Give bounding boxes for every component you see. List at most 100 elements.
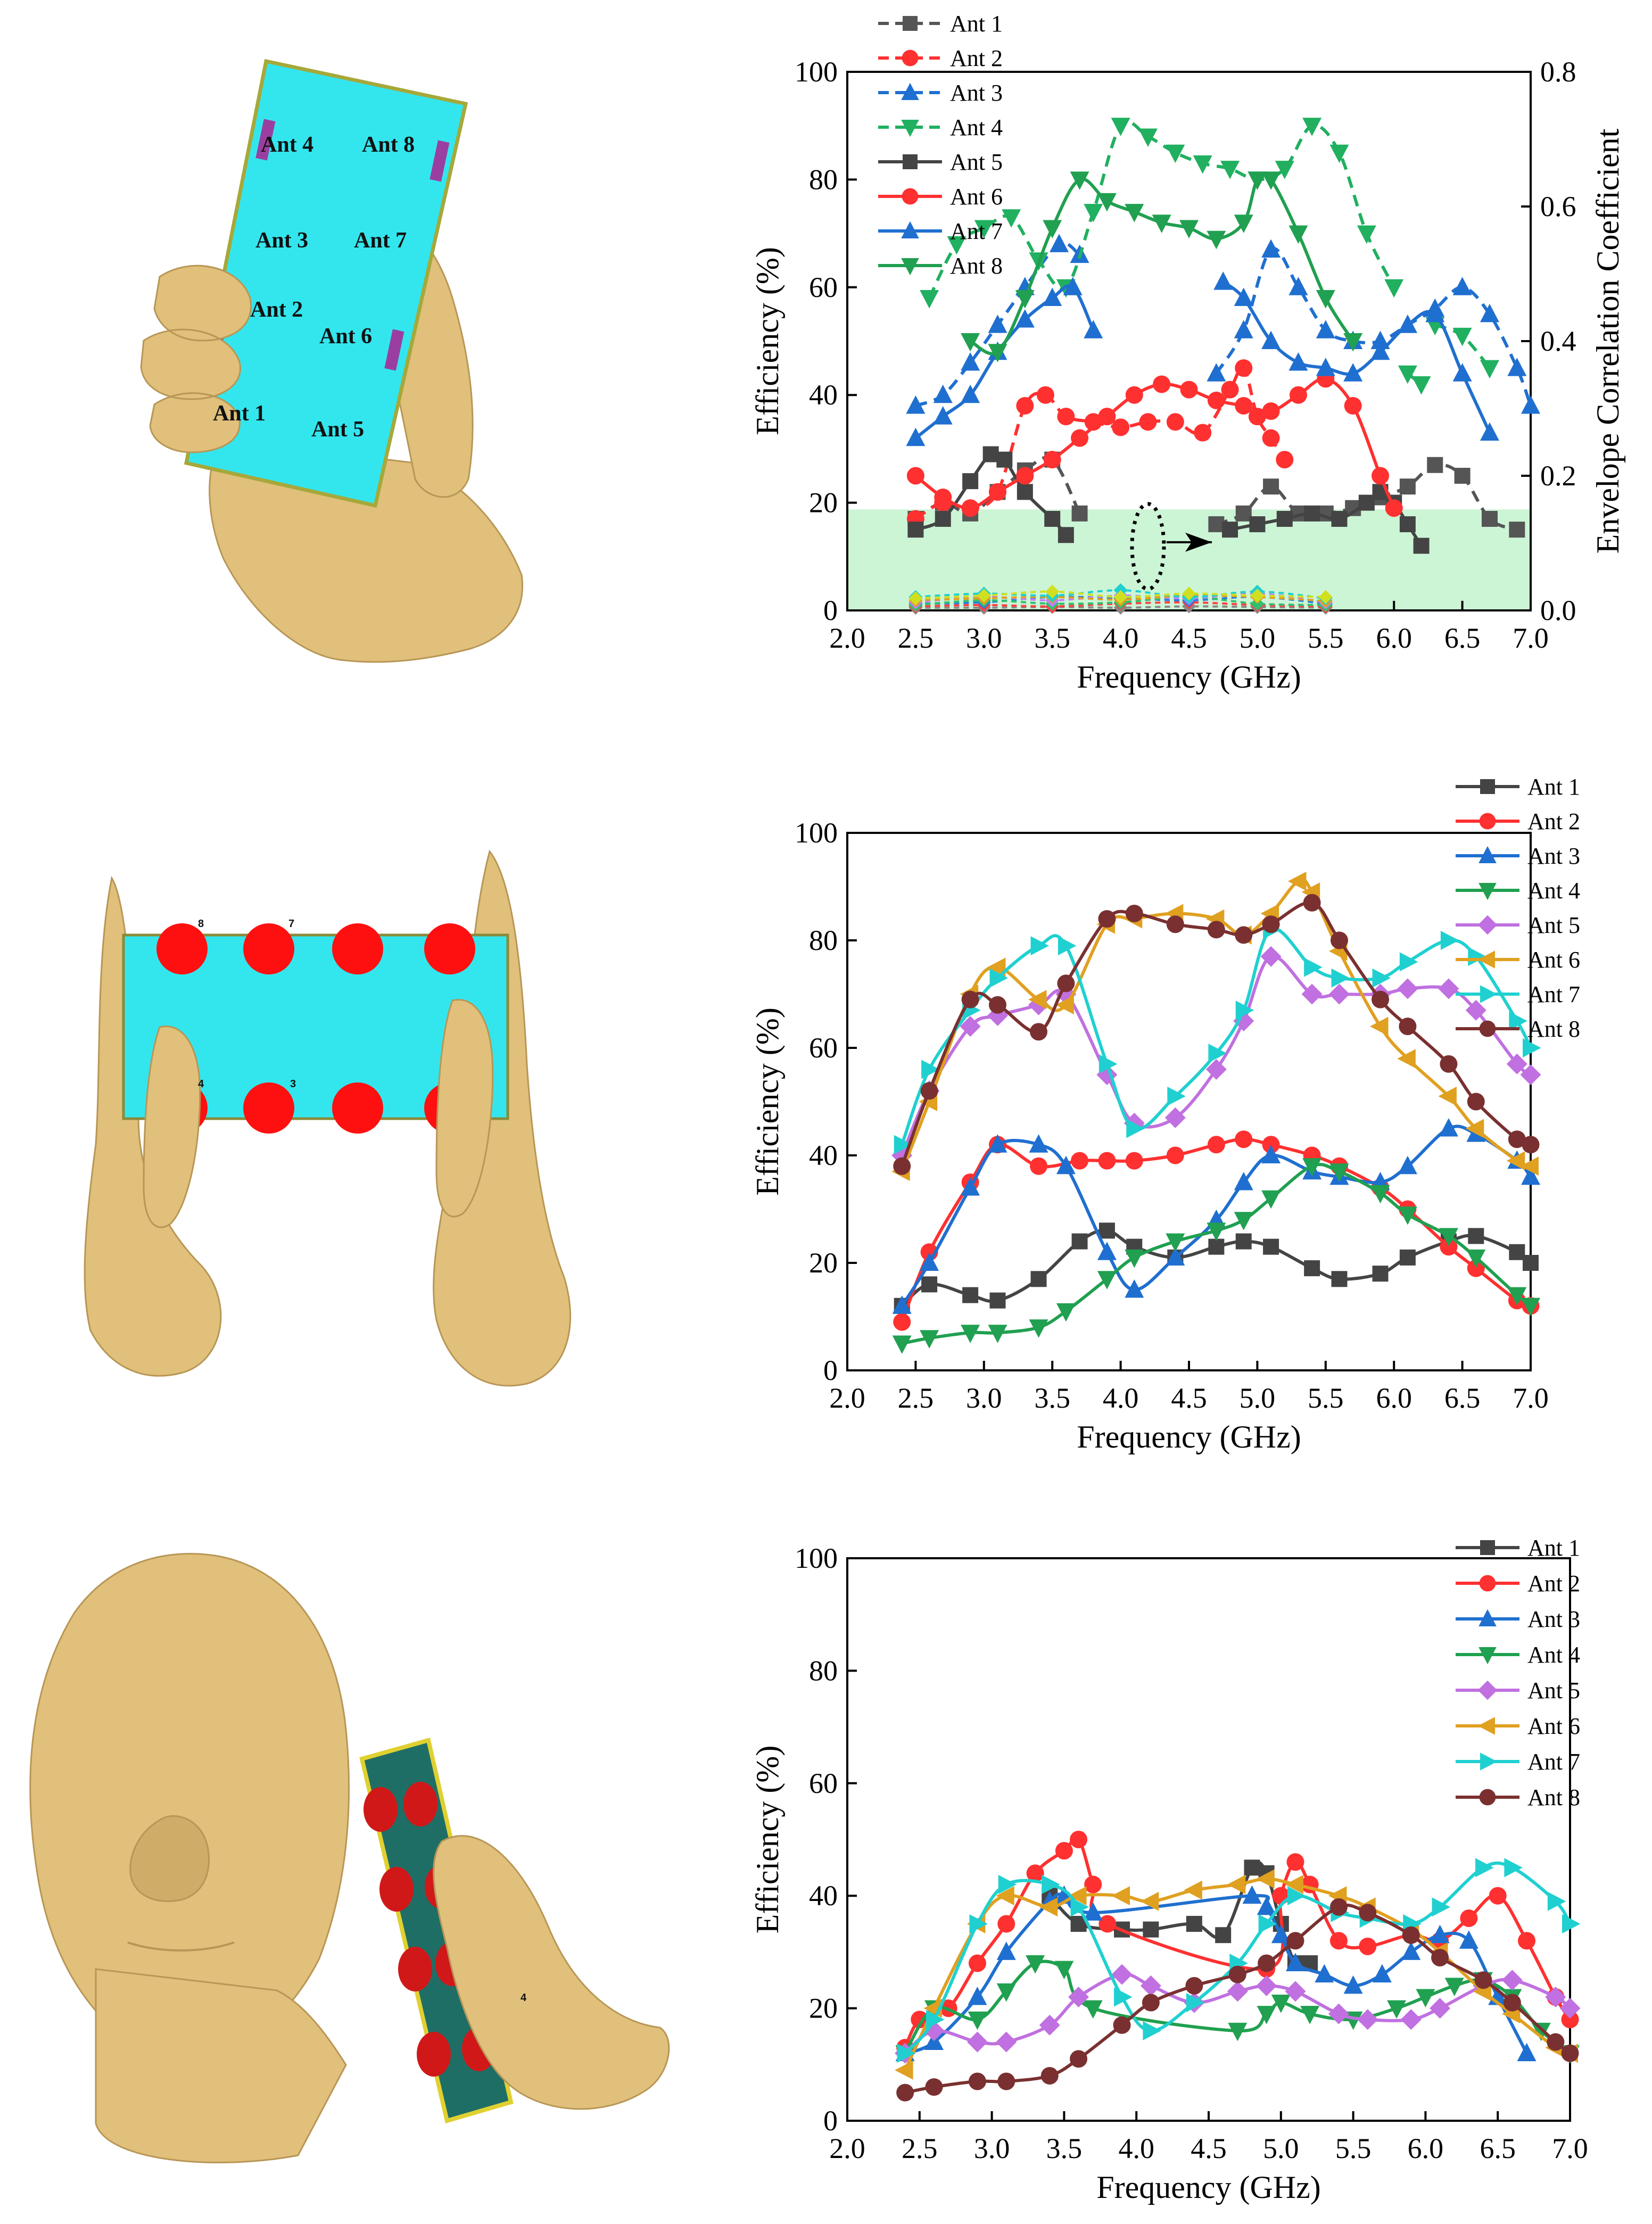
data-point: [1213, 271, 1233, 290]
finger-contact: [243, 1082, 294, 1134]
ecc-point: [1113, 590, 1128, 604]
data-point: [1328, 2003, 1349, 2024]
ant-label: Ant 8: [362, 133, 415, 157]
legend-marker: [902, 49, 919, 67]
x-tick-label: 3.5: [1034, 622, 1070, 654]
legend-marker: [1477, 950, 1495, 969]
data-point: [997, 1915, 1015, 1933]
data-point: [1070, 171, 1089, 190]
data-point: [1465, 999, 1486, 1021]
data-point: [1208, 516, 1225, 533]
data-point: [1359, 1904, 1377, 1922]
data-point: [1180, 381, 1198, 399]
data-point: [1143, 2021, 1161, 2040]
data-point: [1140, 1975, 1161, 1996]
data-point: [1166, 413, 1184, 431]
data-point: [1507, 358, 1527, 376]
data-point: [894, 1135, 913, 1154]
data-point: [1222, 522, 1238, 538]
data-point: [1044, 510, 1061, 527]
x-axis-label: Frequency (GHz): [1096, 2170, 1321, 2205]
data-point: [1043, 287, 1062, 307]
data-point: [1288, 352, 1308, 371]
data-point: [1431, 1948, 1449, 1966]
x-tick-label: 6.0: [1408, 2132, 1444, 2164]
data-point: [1372, 1266, 1389, 1282]
y-tick-label: 20: [809, 1992, 838, 2024]
data-point: [1399, 952, 1418, 972]
data-point: [1358, 494, 1375, 511]
data-point: [1261, 1145, 1281, 1163]
data-point: [961, 333, 980, 352]
data-point: [1029, 1134, 1048, 1153]
ant-label: Ant 4: [261, 133, 313, 157]
y-tick-label: 0: [823, 1354, 838, 1386]
legend-label: Ant 1: [1527, 1535, 1580, 1561]
data-point: [1467, 1093, 1485, 1111]
data-point: [996, 451, 1013, 468]
data-point: [1398, 365, 1417, 384]
data-point: [1547, 1891, 1566, 1911]
data-point: [1028, 990, 1047, 1010]
x-tick-label: 2.0: [829, 2132, 865, 2164]
data-point: [1304, 505, 1320, 522]
data-point: [1257, 2006, 1276, 2024]
data-point: [1430, 1924, 1450, 1944]
x-tick-label: 3.5: [1046, 2132, 1083, 2164]
data-point: [1452, 363, 1472, 382]
data-point: [1401, 1941, 1421, 1960]
data-point: [1125, 1249, 1144, 1268]
data-point: [1097, 1242, 1117, 1260]
data-point: [1480, 303, 1499, 323]
data-point: [1316, 320, 1335, 338]
legend-label: Ant 8: [1527, 1016, 1580, 1042]
data-point: [1111, 1886, 1130, 1906]
data-point: [1242, 1885, 1262, 1904]
legend-label: Ant 4: [950, 114, 1003, 140]
finger-contact: [417, 2032, 451, 2077]
ecc-annotation-ellipse: [1130, 502, 1166, 591]
data-point: [1370, 1016, 1389, 1036]
data-point: [1271, 1924, 1291, 1944]
x-tick-label: 6.0: [1376, 622, 1412, 654]
data-point: [1398, 1155, 1417, 1175]
data-point: [1384, 279, 1404, 298]
data-point: [933, 406, 953, 425]
data-point: [1058, 936, 1077, 956]
legend-label: Ant 3: [1527, 1606, 1580, 1632]
y-tick-label: 40: [809, 1880, 838, 1912]
data-point: [1399, 1018, 1417, 1036]
x-tick-label: 2.5: [902, 2132, 938, 2164]
finger-contact: [398, 1947, 432, 1991]
data-point: [1559, 1998, 1581, 2019]
data-point: [1316, 358, 1335, 376]
data-point: [1370, 341, 1390, 360]
data-point: [996, 1886, 1014, 1906]
legend-marker: [1479, 1789, 1496, 1806]
data-point: [1399, 516, 1416, 533]
y-axis-label: Efficiency (%): [750, 1007, 785, 1196]
data-point: [1300, 2006, 1320, 2024]
data-point: [1139, 413, 1157, 431]
data-point: [988, 996, 1006, 1014]
data-point: [1071, 505, 1088, 522]
data-point: [1166, 144, 1185, 163]
data-point: [1030, 1271, 1047, 1287]
data-point: [1015, 309, 1035, 328]
data-point: [1257, 1896, 1276, 1915]
x-tick-label: 4.5: [1171, 622, 1207, 654]
legend-marker: [903, 16, 918, 31]
data-point: [1016, 467, 1034, 485]
data-point: [920, 1252, 939, 1271]
data-point: [982, 446, 999, 462]
data-point: [1138, 128, 1158, 147]
data-point: [1029, 1319, 1048, 1338]
legend-label: Ant 5: [950, 149, 1003, 175]
legend-label: Ant 4: [1527, 1642, 1580, 1668]
data-point: [1043, 451, 1061, 469]
data-point: [1054, 1961, 1074, 1980]
data-point: [1166, 1146, 1184, 1164]
data-point: [1248, 171, 1267, 190]
finger-contact: [243, 923, 294, 974]
legend-label: Ant 5: [1527, 912, 1580, 938]
